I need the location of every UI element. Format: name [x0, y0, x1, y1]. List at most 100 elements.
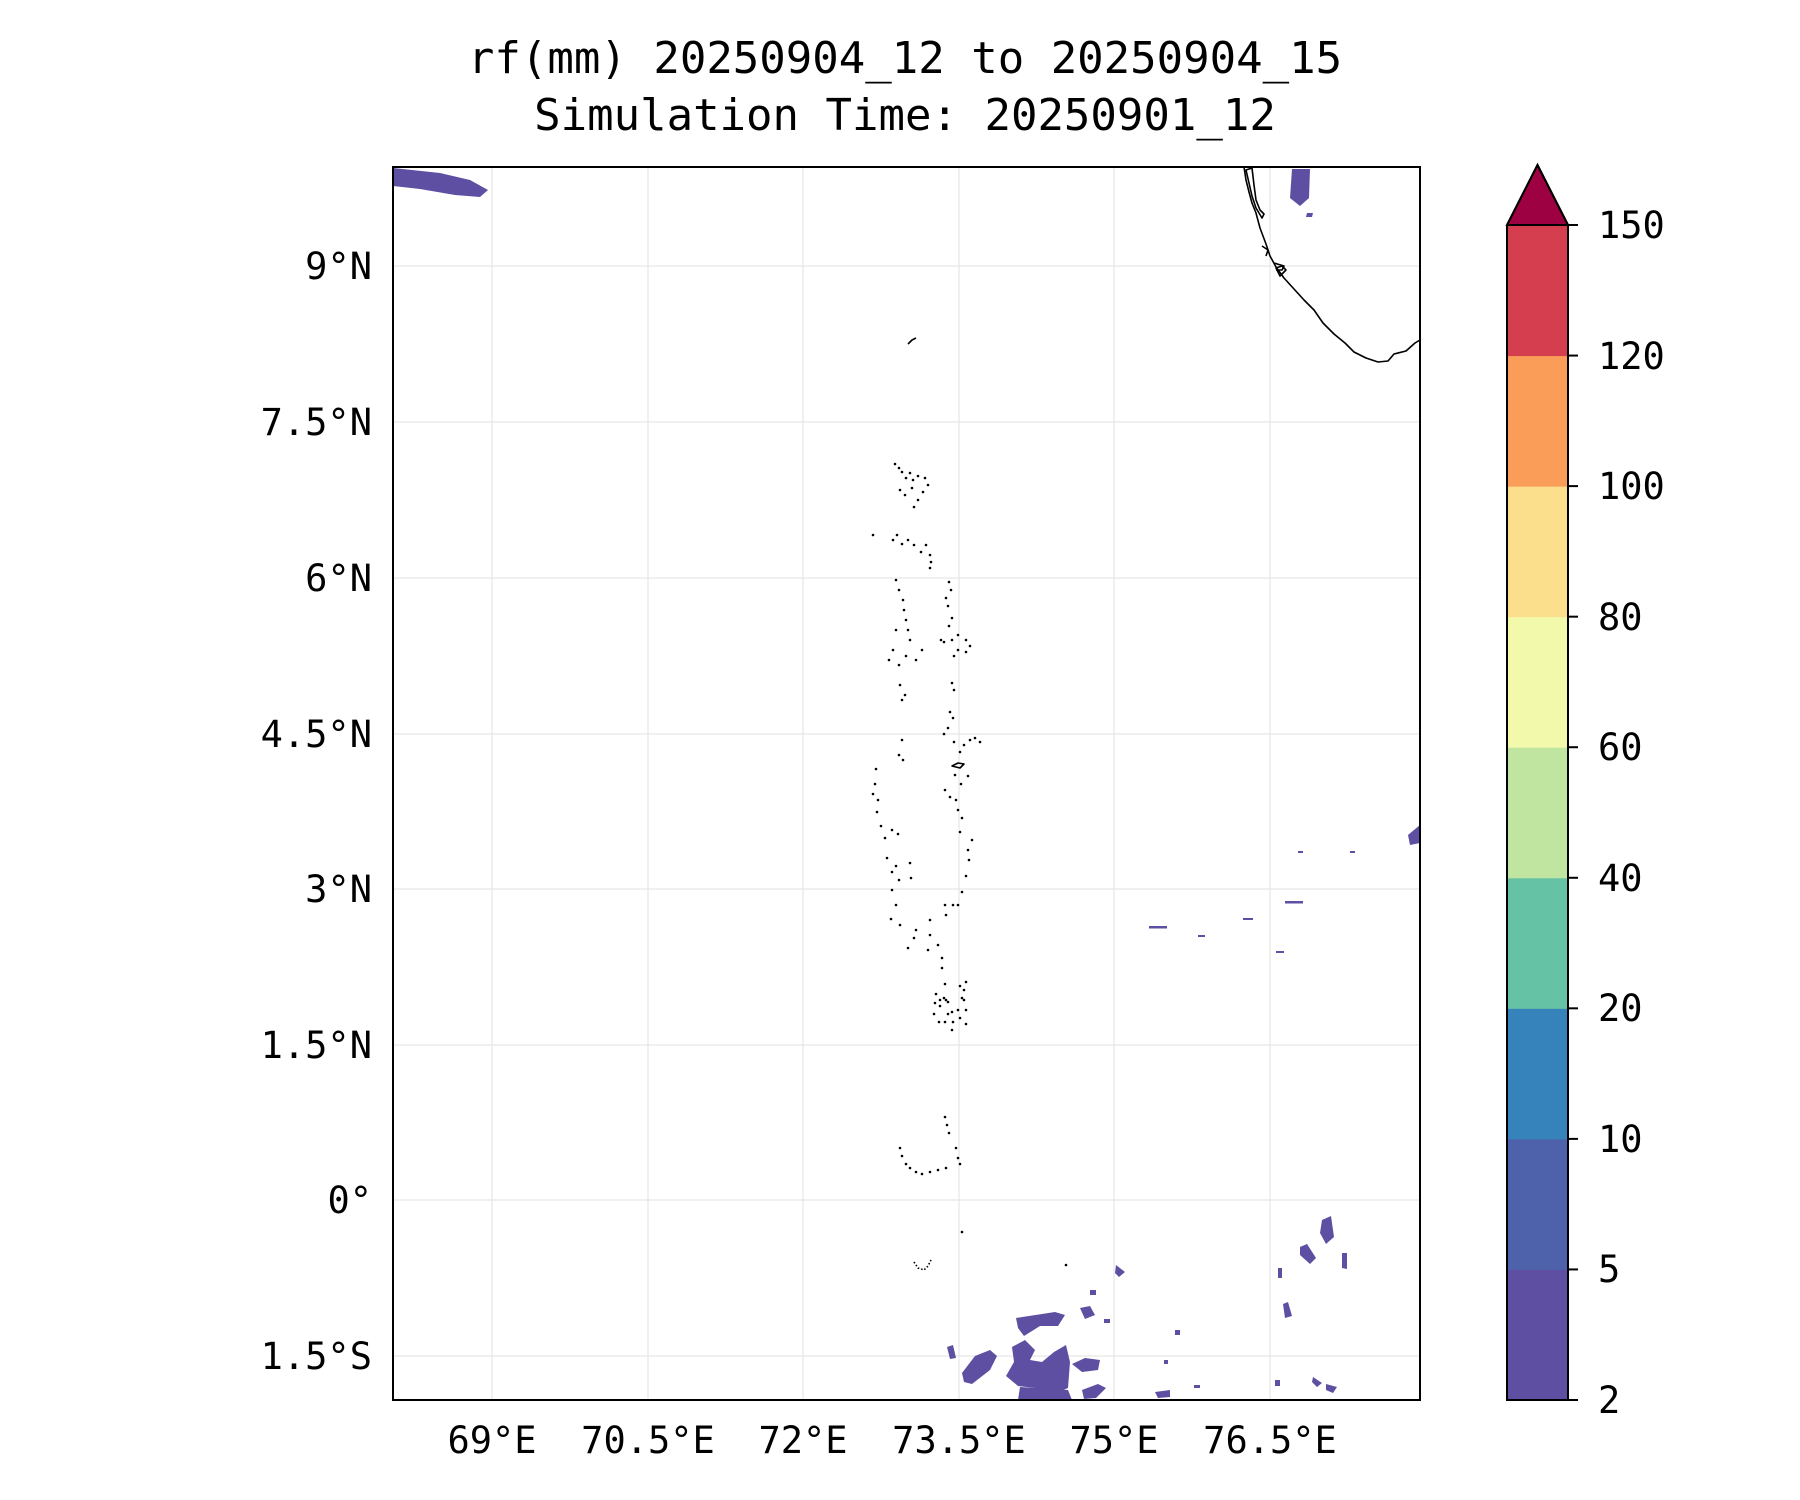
- atoll-dot: [964, 638, 968, 642]
- colorbar-outline: [1506, 162, 1569, 1401]
- atoll-dot: [956, 648, 960, 652]
- atoll-dot: [911, 478, 915, 482]
- atoll-dot: [904, 1162, 908, 1166]
- atoll-dot: [950, 1028, 954, 1032]
- atoll-dot: [956, 1008, 960, 1012]
- colorbar-segment: [1507, 1008, 1568, 1140]
- atoll-dot: [956, 903, 960, 907]
- atoll-dot: [964, 874, 968, 878]
- atoll-dot: [871, 533, 875, 537]
- rain-blob-s-4: [962, 1350, 997, 1384]
- atoll-dot: [968, 738, 972, 742]
- rain-streak-3: [1243, 918, 1253, 920]
- atoll-dot: [953, 773, 957, 777]
- atoll-dot: [903, 493, 907, 497]
- atoll-dot: [897, 663, 901, 667]
- atoll-dot: [959, 782, 963, 786]
- atoll-dot: [973, 736, 977, 740]
- atoll-dot: [904, 618, 908, 622]
- atoll-dot: [950, 681, 954, 685]
- colorbar-label: 10: [1598, 1118, 1643, 1161]
- atoll-dot: [912, 505, 916, 509]
- atoll-dot: [947, 1131, 951, 1135]
- atoll-dot: [944, 998, 948, 1002]
- rain-blob-se-3: [1342, 1253, 1347, 1269]
- colorbar-segments: [1507, 225, 1568, 1401]
- atoll-dot: [923, 476, 927, 480]
- colorbar: 2 5 10 20 40 60 80 100 120 150: [1505, 162, 1665, 1422]
- atoll-dot: [903, 693, 907, 697]
- atoll-dot: [964, 650, 968, 654]
- atoll-dot: [900, 1154, 904, 1158]
- rain-streak-7: [1350, 851, 1355, 853]
- atoll-dot: [894, 903, 898, 907]
- atoll-dot: [940, 956, 944, 960]
- atoll-dot: [964, 1008, 968, 1012]
- atoll-dot: [900, 698, 904, 702]
- lat-tick-label: 6°N: [305, 557, 372, 600]
- atoll-dot: [938, 998, 942, 1002]
- atoll-dot: [889, 917, 893, 921]
- atoll-dot: [944, 913, 948, 917]
- atoll-dot: [939, 638, 943, 642]
- atoll-dot: [944, 596, 948, 600]
- atoll-dot: [942, 996, 946, 1000]
- colorbar-labels: 2 5 10 20 40 60 80 100 120 150: [1598, 204, 1665, 1422]
- atoll-dot: [916, 474, 920, 478]
- atoll-dot: [942, 640, 946, 644]
- atoll-dot: [962, 743, 966, 747]
- atoll-dot: [897, 588, 901, 592]
- rain-blob-se-1: [1320, 1216, 1334, 1244]
- atoll-dot: [936, 943, 940, 947]
- lon-tick-label: 72°E: [758, 1419, 847, 1462]
- atoll-dot: [885, 856, 889, 860]
- rain-blob-se-2: [1300, 1244, 1316, 1264]
- coastline-india: [1243, 167, 1420, 363]
- atoll-dot: [897, 466, 901, 470]
- colorbar-extend-arrow: [1505, 162, 1570, 226]
- colorbar-segment: [1507, 747, 1568, 879]
- atoll-dot: [934, 992, 938, 996]
- atoll-dot: [890, 888, 894, 892]
- atoll-dot: [952, 654, 956, 658]
- atoll-dot: [898, 683, 902, 687]
- coastline-india-lagoon: [1245, 167, 1265, 219]
- atoll-dot: [946, 726, 950, 730]
- latitude-axis: 9°N 7.5°N 6°N 4.5°N 3°N 1.5°N 0° 1.5°S: [261, 245, 372, 1378]
- atoll-dot: [908, 471, 912, 475]
- lon-tick-label: 75°E: [1069, 1419, 1158, 1462]
- map-title-line-1: rf(mm) 20250904_12 to 20250904_15: [468, 33, 1342, 84]
- atoll-dot: [898, 1146, 902, 1150]
- atoll-dot: [928, 566, 932, 570]
- atoll-dot: [970, 838, 974, 842]
- lon-tick-label: 69°E: [447, 1419, 536, 1462]
- colorbar-segment: [1507, 616, 1568, 748]
- atoll-dot: [898, 488, 902, 492]
- atoll-dot: [910, 486, 914, 490]
- atoll-dot: [906, 628, 910, 632]
- atoll-dot: [958, 1016, 962, 1020]
- atoll-dot: [962, 998, 966, 1002]
- atoll-dot: [958, 830, 962, 834]
- atoll-dot: [956, 633, 960, 637]
- atoll-male-island: [951, 762, 965, 769]
- rain-blob-s-3: [1080, 1306, 1110, 1323]
- coastlines: [1243, 167, 1420, 363]
- colorbar-segment: [1507, 877, 1568, 1009]
- atoll-dot: [967, 858, 971, 862]
- atoll-dot: [904, 654, 908, 658]
- map-panel: [392, 166, 1421, 1401]
- lat-tick-label: 9°N: [305, 245, 372, 288]
- atoll-dot: [954, 1146, 958, 1150]
- atoll-dot: [921, 490, 925, 494]
- atoll-dot: [879, 824, 883, 828]
- atoll-dot: [943, 1115, 947, 1119]
- atoll-dot: [875, 810, 879, 814]
- atoll-dot: [937, 1020, 941, 1024]
- rain-blob-s-12: [1164, 1360, 1200, 1388]
- atoll-dot: [946, 1000, 950, 1004]
- atoll-dot: [950, 1010, 954, 1014]
- atoll-dot: [919, 550, 923, 554]
- atoll-dot: [950, 616, 954, 620]
- atoll-dot: [904, 476, 908, 480]
